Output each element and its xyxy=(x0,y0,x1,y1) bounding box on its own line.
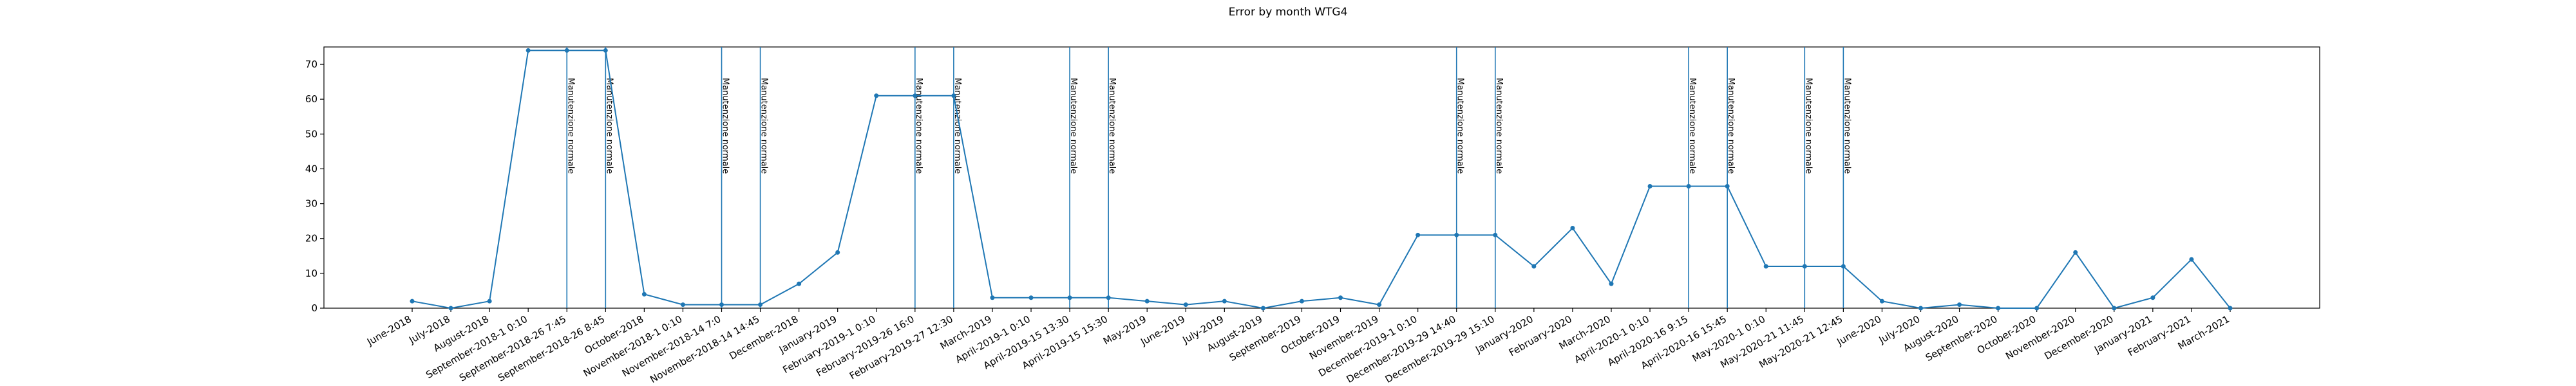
data-point-45 xyxy=(2150,295,2155,300)
data-point-39 xyxy=(1918,306,1923,311)
data-point-46 xyxy=(2189,257,2194,262)
maintenance-label-13: Manutenzione normale xyxy=(1842,78,1852,174)
data-point-12 xyxy=(874,93,879,98)
x-tick-label-0: June-2018 xyxy=(365,313,413,348)
y-tick-label-1: 10 xyxy=(305,268,317,279)
data-point-20 xyxy=(1183,302,1188,308)
data-point-30 xyxy=(1570,225,1575,230)
data-point-17 xyxy=(1067,295,1072,300)
data-point-24 xyxy=(1338,295,1343,300)
y-tick-label-6: 60 xyxy=(305,93,317,105)
maintenance-label-6: Manutenzione normale xyxy=(1068,78,1078,174)
chart-title: Error by month WTG4 xyxy=(1229,6,1348,19)
data-point-22 xyxy=(1260,306,1265,311)
maintenance-label-5: Manutenzione normale xyxy=(952,78,962,174)
x-tick-label-43: November-2020 xyxy=(2003,313,2077,362)
data-point-11 xyxy=(835,250,840,255)
data-point-10 xyxy=(797,281,802,286)
maintenance-label-4: Manutenzione normale xyxy=(914,78,923,174)
data-point-47 xyxy=(2228,306,2233,311)
data-point-41 xyxy=(1996,306,2001,311)
data-point-27 xyxy=(1454,232,1459,237)
data-point-43 xyxy=(2073,250,2078,255)
data-point-42 xyxy=(2034,306,2040,311)
maintenance-label-3: Manutenzione normale xyxy=(759,78,769,174)
data-point-19 xyxy=(1144,299,1150,304)
data-point-23 xyxy=(1299,299,1304,304)
series-line xyxy=(412,50,2231,309)
data-point-13 xyxy=(913,93,918,98)
maintenance-label-7: Manutenzione normale xyxy=(1107,78,1117,174)
y-tick-label-2: 20 xyxy=(305,233,317,244)
data-point-4 xyxy=(564,48,569,53)
data-point-29 xyxy=(1531,264,1537,269)
maintenance-label-11: Manutenzione normale xyxy=(1726,78,1736,174)
data-point-16 xyxy=(1028,295,1034,300)
data-point-0 xyxy=(410,299,415,304)
data-point-33 xyxy=(1686,184,1691,189)
data-point-32 xyxy=(1647,184,1653,189)
data-point-9 xyxy=(758,302,763,308)
data-point-38 xyxy=(1879,299,1884,304)
data-point-14 xyxy=(951,93,956,98)
maintenance-label-10: Manutenzione normale xyxy=(1687,78,1697,174)
maintenance-label-12: Manutenzione normale xyxy=(1803,78,1813,174)
maintenance-label-9: Manutenzione normale xyxy=(1494,78,1504,174)
data-point-37 xyxy=(1841,264,1846,269)
maintenance-label-2: Manutenzione normale xyxy=(721,78,730,174)
data-point-25 xyxy=(1377,302,1382,308)
data-point-28 xyxy=(1493,232,1498,237)
data-point-26 xyxy=(1416,232,1421,237)
plot-frame xyxy=(323,46,2320,309)
data-point-36 xyxy=(1802,264,1807,269)
y-tick-label-7: 70 xyxy=(305,59,317,70)
data-point-7 xyxy=(680,302,685,308)
plot-area: 010203040506070June-2018July-2018August-… xyxy=(305,46,2320,385)
data-point-2 xyxy=(487,299,492,304)
maintenance-label-0: Manutenzione normale xyxy=(565,78,575,174)
y-tick-label-4: 40 xyxy=(305,163,317,174)
data-point-8 xyxy=(719,302,724,308)
data-point-6 xyxy=(641,291,647,297)
x-tick-label-10: December-2018 xyxy=(727,313,800,362)
data-point-3 xyxy=(526,48,531,53)
data-point-1 xyxy=(448,306,453,311)
data-point-5 xyxy=(603,48,608,53)
maintenance-label-8: Manutenzione normale xyxy=(1455,78,1465,174)
y-tick-label-0: 0 xyxy=(311,302,317,314)
data-point-44 xyxy=(2112,306,2117,311)
data-point-40 xyxy=(1957,302,1962,308)
data-point-35 xyxy=(1763,264,1768,269)
data-point-21 xyxy=(1222,299,1227,304)
data-point-34 xyxy=(1725,184,1730,189)
y-tick-label-3: 30 xyxy=(305,198,317,210)
x-tick-label-44: December-2020 xyxy=(2043,313,2116,362)
data-point-31 xyxy=(1609,281,1614,286)
y-tick-label-5: 50 xyxy=(305,128,317,140)
maintenance-label-1: Manutenzione normale xyxy=(604,78,614,174)
data-point-18 xyxy=(1106,295,1111,300)
data-point-15 xyxy=(990,295,995,300)
